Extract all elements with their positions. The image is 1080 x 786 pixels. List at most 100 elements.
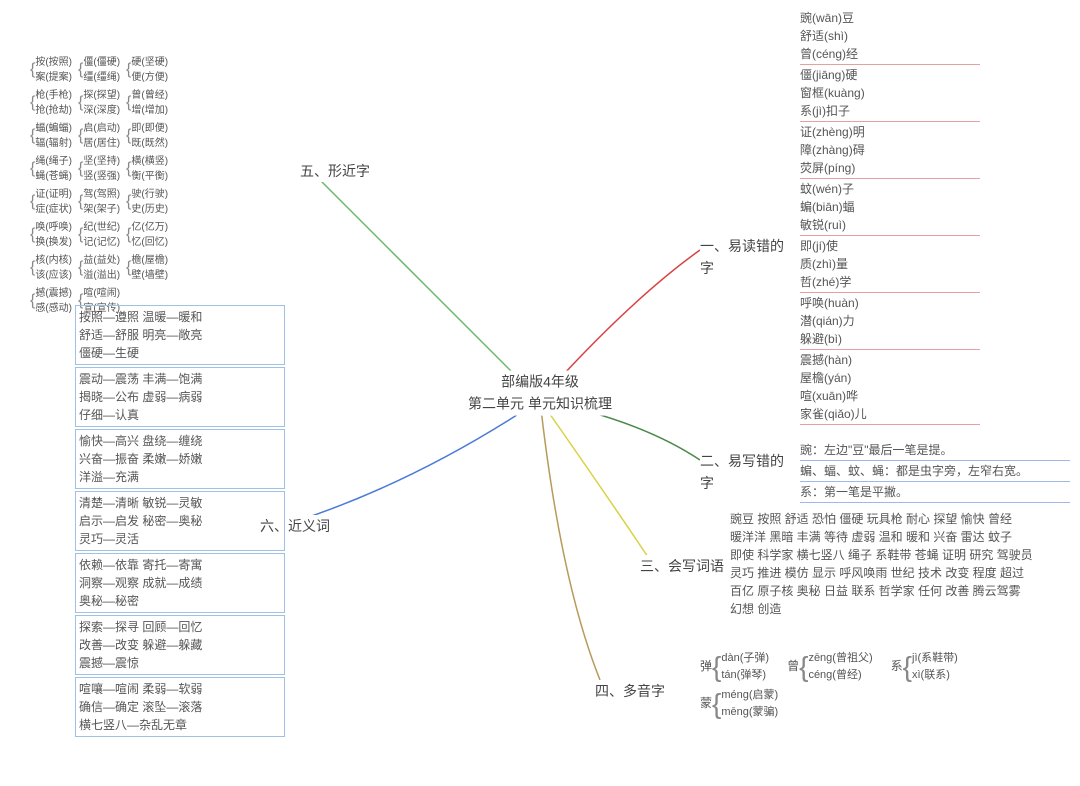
brace-icon: { (799, 661, 808, 672)
word-group: 震撼(hàn)屋檐(yán)喧(xuān)哗家雀(qiǎo)儿 (800, 350, 980, 425)
shape-word: 该(应该) (35, 268, 72, 283)
shape-word: 深(深度) (83, 103, 120, 118)
shape-word: 症(症状) (35, 202, 72, 217)
word-item: 窗框(kuàng) (800, 84, 980, 102)
vocab-line: 豌豆 按照 舒适 恐怕 僵硬 玩具枪 耐心 探望 愉快 曾经 (730, 510, 1070, 528)
word-item: 系(jì)扣子 (800, 102, 980, 120)
shape-pair: {绳(绳子)蝇(苍蝇) (30, 154, 72, 184)
vocab-line: 百亿 原子核 奥秘 日益 联系 哲学家 任何 改善 腾云驾雾 (730, 582, 1070, 600)
char: 曾 (787, 657, 799, 676)
reading: méng(启蒙) (721, 687, 778, 704)
shape-col: {按(按照)案(提案){枪(手枪)抢(抢劫){蝠(蝙蝠)辐(辐射){绳(绳子)蝇… (30, 55, 72, 319)
shape-pair: {即(即便)既(既然) (126, 121, 168, 151)
shape-pair: {核(内核)该(应该) (30, 253, 72, 283)
pair-stack: 驶(行驶)史(历史) (131, 187, 168, 217)
shape-word: 既(既然) (131, 136, 168, 151)
shape-word: 衡(平衡) (131, 169, 168, 184)
word-group: 证(zhèng)明障(zhàng)碍荧屏(píng) (800, 122, 980, 179)
synonym-line: 横七竖八—杂乱无章 (79, 716, 281, 734)
pair-stack: 硬(坚硬)便(方便) (131, 55, 168, 85)
synonym-line: 舒适—舒服 明亮—敞亮 (79, 326, 281, 344)
pair-stack: 证(证明)症(症状) (35, 187, 72, 217)
synonym-line: 奥秘—秘密 (79, 592, 281, 610)
pair-stack: 绳(绳子)蝇(苍蝇) (35, 154, 72, 184)
synonym-line: 灵巧—灵活 (79, 530, 281, 548)
section-5-content: {按(按照)案(提案){枪(手枪)抢(抢劫){蝠(蝙蝠)辐(辐射){绳(绳子)蝇… (30, 55, 290, 319)
synonym-line: 洋溢—充满 (79, 468, 281, 486)
synonym-group: 喧嚷—喧闹 柔弱—软弱确信—确定 滚坠—滚落横七竖八—杂乱无章 (75, 677, 285, 737)
shape-word: 撼(震撼) (35, 286, 72, 301)
word-item: 哲(zhé)学 (800, 273, 980, 291)
pair-stack: 启(启动)居(居住) (83, 121, 120, 151)
branch-5-label: 五、形近字 (300, 160, 370, 182)
brace-icon: { (712, 661, 721, 672)
reading: jì(系鞋带) (912, 650, 958, 667)
synonym-line: 喧嚷—喧闹 柔弱—软弱 (79, 680, 281, 698)
shape-word: 即(即便) (131, 121, 168, 136)
shape-word: 壁(墙壁) (131, 268, 168, 283)
shape-word: 探(探望) (83, 88, 120, 103)
readings: jì(系鞋带)xì(联系) (912, 650, 958, 683)
synonym-line: 按照—遵照 温暖—暖和 (79, 308, 281, 326)
shape-word: 启(启动) (83, 121, 120, 136)
pair-stack: 枪(手枪)抢(抢劫) (35, 88, 72, 118)
shape-word: 绳(绳子) (35, 154, 72, 169)
shape-word: 证(证明) (35, 187, 72, 202)
pair-stack: 亿(亿万)忆(回忆) (131, 220, 168, 250)
rule-line: 系：第一笔是平撇。 (800, 482, 1070, 503)
vocab-line: 暖洋洋 黑暗 丰满 等待 虚弱 温和 暖和 兴奋 雷达 蚊子 (730, 528, 1070, 546)
vocab-line: 幻想 创造 (730, 600, 1070, 618)
shape-pair: {纪(世纪)记(记忆) (78, 220, 120, 250)
section-4-content: 弹{dàn(子弹)tán(弹琴)曾{zēng(曾祖父)céng(曾经)系{jì(… (700, 650, 1070, 724)
reading: zēng(曾祖父) (808, 650, 872, 667)
section-6-content: 按照—遵照 温暖—暖和舒适—舒服 明亮—敞亮僵硬—生硬震动—震荡 丰满—饱满揭晓… (75, 305, 285, 739)
pair-stack: 纪(世纪)记(记忆) (83, 220, 120, 250)
pair-stack: 撼(震撼)感(感动) (35, 286, 72, 316)
word-group: 即(jí)使质(zhì)量哲(zhé)学 (800, 236, 980, 293)
shape-word: 感(感动) (35, 301, 72, 316)
pair-stack: 檐(屋檐)壁(墙壁) (131, 253, 168, 283)
polyphone-pair: 系{jì(系鞋带)xì(联系) (891, 650, 958, 683)
shape-word: 纪(世纪) (83, 220, 120, 235)
rule-line: 蝙、蝠、蚊、蝇：都是虫字旁，左窄右宽。 (800, 461, 1070, 482)
branch-2-label: 二、易写错的字 (700, 450, 790, 495)
shape-word: 枪(手枪) (35, 88, 72, 103)
word-group: 豌(wān)豆舒适(shì)曾(céng)经 (800, 8, 980, 65)
polyphone-pair: 曾{zēng(曾祖父)céng(曾经) (787, 650, 873, 683)
pair-stack: 僵(僵硬)缰(缰绳) (83, 55, 120, 85)
word-item: 僵(jiāng)硬 (800, 66, 980, 84)
pair-stack: 坚(坚持)竖(竖强) (83, 154, 120, 184)
reading: dàn(子弹) (721, 650, 769, 667)
shape-word: 硬(坚硬) (131, 55, 168, 70)
synonym-group: 震动—震荡 丰满—饱满揭晓—公布 虚弱—病弱仔细—认真 (75, 367, 285, 427)
center-line1: 部编版4年级 (468, 371, 612, 393)
synonym-line: 改善—改变 躲避—躲藏 (79, 636, 281, 654)
shape-word: 记(记忆) (83, 235, 120, 250)
shape-word: 溢(溢出) (83, 268, 120, 283)
synonym-line: 探索—探寻 回顾—回忆 (79, 618, 281, 636)
shape-pair: {枪(手枪)抢(抢劫) (30, 88, 72, 118)
word-item: 潜(qián)力 (800, 312, 980, 330)
shape-word: 缰(缰绳) (83, 70, 120, 85)
char: 蒙 (700, 694, 712, 713)
shape-pair: {僵(僵硬)缰(缰绳) (78, 55, 120, 85)
shape-word: 亿(亿万) (131, 220, 168, 235)
synonym-group: 按照—遵照 温暖—暖和舒适—舒服 明亮—敞亮僵硬—生硬 (75, 305, 285, 365)
pair-stack: 驾(驾照)架(架子) (83, 187, 120, 217)
shape-word: 抢(抢劫) (35, 103, 72, 118)
synonym-line: 兴奋—振奋 柔嫩—娇嫩 (79, 450, 281, 468)
shape-word: 驶(行驶) (131, 187, 168, 202)
shape-word: 僵(僵硬) (83, 55, 120, 70)
shape-pair: {探(探望)深(深度) (78, 88, 120, 118)
center-title: 部编版4年级 第二单元 单元知识梳理 (468, 371, 612, 416)
shape-word: 换(换发) (35, 235, 72, 250)
word-item: 障(zhàng)碍 (800, 141, 980, 159)
branch-1-label: 一、易读错的字 (700, 235, 790, 280)
synonym-line: 揭晓—公布 虚弱—病弱 (79, 388, 281, 406)
synonym-line: 清楚—清晰 敏锐—灵敏 (79, 494, 281, 512)
readings: dàn(子弹)tán(弹琴) (721, 650, 769, 683)
shape-word: 辐(辐射) (35, 136, 72, 151)
section-1-content: 豌(wān)豆舒适(shì)曾(céng)经僵(jiāng)硬窗框(kuàng)… (800, 8, 980, 425)
word-item: 震撼(hàn) (800, 351, 980, 369)
shape-pair: {硬(坚硬)便(方便) (126, 55, 168, 85)
